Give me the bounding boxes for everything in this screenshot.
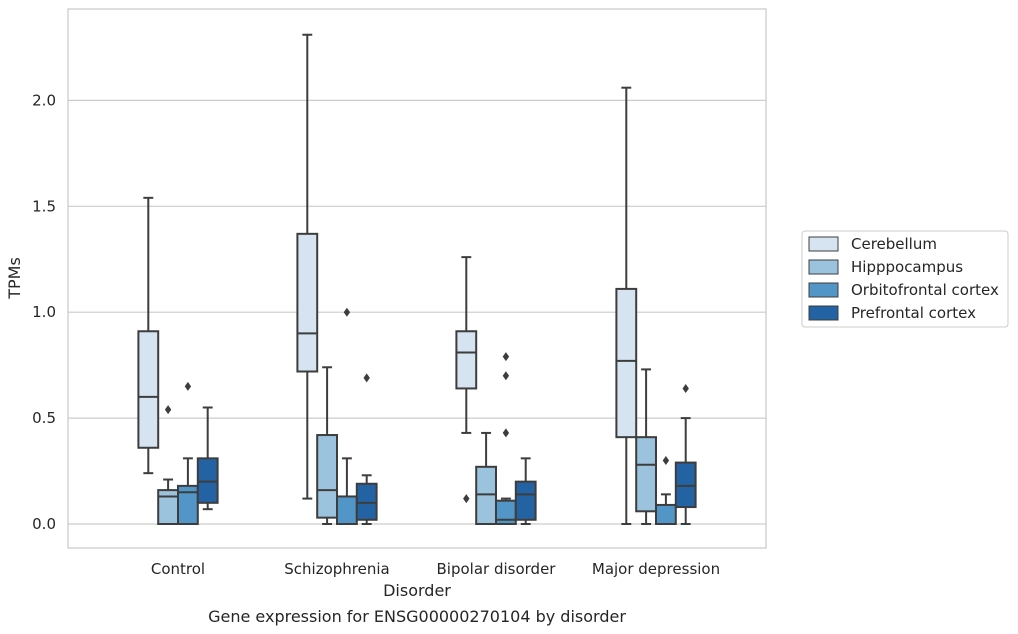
box (635, 436, 658, 513)
box-group (196, 406, 219, 511)
y-tick-label: 1.0 (32, 303, 56, 321)
legend-frame (801, 230, 1009, 328)
legend-label: Hipppocampus (851, 258, 963, 276)
outlier-marker (184, 381, 192, 391)
box (455, 330, 478, 390)
box (336, 495, 358, 526)
box (177, 484, 199, 526)
box-group (674, 383, 697, 525)
x-tick-label: Control (151, 560, 205, 578)
legend-swatch (808, 305, 839, 321)
box-group (455, 256, 478, 504)
box (137, 330, 160, 449)
y-tick-label: 1.5 (32, 197, 56, 215)
box (157, 489, 179, 525)
legend: Cerebellum Hipppocampus Orbitofrontal cort… (801, 230, 1009, 328)
box (296, 232, 319, 373)
box-group (137, 196, 160, 475)
box-group (296, 33, 319, 500)
y-tick-label: 0.0 (32, 515, 56, 533)
y-axis-label: TPMs (5, 257, 24, 300)
y-tick-label: 2.0 (32, 91, 56, 109)
box-group (655, 455, 677, 525)
box-group (615, 86, 638, 525)
box-group (514, 457, 537, 525)
box-group (635, 368, 658, 525)
x-axis-label: Disorder (383, 581, 451, 600)
box (615, 287, 638, 439)
plot-frame (67, 8, 767, 549)
box-group (355, 373, 378, 525)
legend-swatch (808, 282, 839, 298)
y-axis-ticks: 0.0 0.5 1.0 1.5 2.0 (32, 91, 56, 533)
outlier-marker (343, 307, 351, 317)
box-group (316, 366, 339, 525)
box-group (495, 352, 517, 525)
box (674, 461, 697, 509)
legend-swatch (808, 259, 839, 275)
y-tick-label: 0.5 (32, 409, 56, 427)
box (355, 482, 378, 521)
outlier-marker (363, 373, 370, 383)
x-tick-label: Bipolar disorder (437, 560, 557, 578)
outlier-marker (164, 405, 172, 415)
outlier-marker (463, 494, 470, 504)
outlier-marker (502, 371, 510, 381)
legend-label: Cerebellum (851, 235, 937, 253)
x-tick-label: Major depression (592, 560, 720, 578)
box (514, 480, 537, 521)
x-tick-label: Schizophrenia (284, 560, 389, 578)
outlier-marker (502, 428, 510, 438)
outlier-marker (502, 352, 510, 362)
box (316, 434, 339, 519)
box-group (177, 381, 199, 526)
box (475, 465, 498, 525)
legend-label: Orbitofrontal cortex (851, 281, 999, 299)
box (655, 503, 677, 525)
box-group (336, 307, 358, 526)
x-axis-ticks: Control Schizophrenia Bipolar disorder Majo… (151, 560, 720, 578)
outlier-marker (682, 383, 689, 393)
outlier-marker (662, 455, 670, 465)
chart-title: Gene expression for ENSG00000270104 by d… (208, 607, 626, 626)
grid-lines (68, 99, 766, 525)
legend-label: Prefrontal cortex (851, 304, 976, 322)
box-group (475, 431, 498, 525)
box-plot-series (137, 33, 697, 526)
box-group (157, 405, 179, 525)
legend-swatch (808, 236, 839, 252)
box (196, 457, 219, 504)
